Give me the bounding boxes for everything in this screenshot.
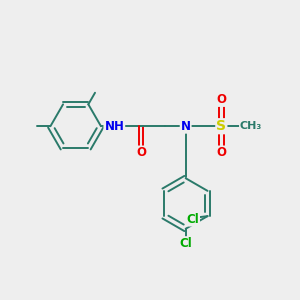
Text: NH: NH xyxy=(104,120,124,133)
Text: Cl: Cl xyxy=(179,237,192,250)
Text: Cl: Cl xyxy=(186,213,199,226)
Text: S: S xyxy=(216,119,226,133)
Text: O: O xyxy=(136,146,146,160)
Text: CH₃: CH₃ xyxy=(240,121,262,131)
Text: O: O xyxy=(216,93,226,106)
Text: O: O xyxy=(216,146,226,160)
Text: N: N xyxy=(181,120,191,133)
